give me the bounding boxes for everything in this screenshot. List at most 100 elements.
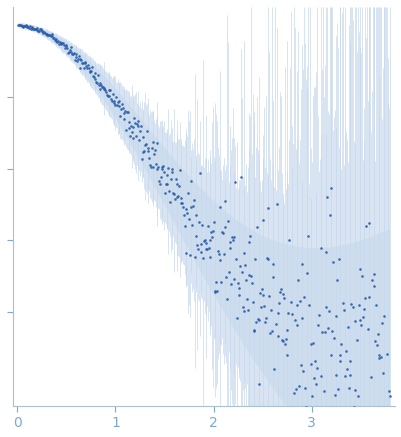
Point <box>366 425 373 432</box>
Point <box>213 278 219 285</box>
Point <box>150 138 156 145</box>
Point <box>288 434 294 437</box>
Point <box>197 249 203 256</box>
Point <box>227 280 234 287</box>
Point <box>374 331 380 338</box>
Point <box>233 315 239 322</box>
Point <box>329 258 335 265</box>
Point <box>204 222 211 229</box>
Point <box>159 166 165 173</box>
Point <box>276 288 283 295</box>
Point <box>255 380 261 387</box>
Point <box>256 289 263 296</box>
Point <box>251 326 257 333</box>
Point <box>107 96 114 103</box>
Point <box>78 57 84 64</box>
Point <box>42 30 48 37</box>
Point <box>265 256 271 263</box>
Point <box>196 170 203 177</box>
Point <box>351 387 358 394</box>
Point <box>59 39 65 46</box>
Point <box>175 182 182 189</box>
Point <box>275 300 282 307</box>
Point <box>264 205 270 212</box>
Point <box>146 161 153 168</box>
Point <box>15 21 22 28</box>
Point <box>28 26 34 33</box>
Point <box>356 265 363 272</box>
Point <box>373 341 379 348</box>
Point <box>332 312 338 319</box>
Point <box>149 163 155 170</box>
Point <box>364 326 370 333</box>
Point <box>192 232 198 239</box>
Point <box>290 416 296 423</box>
Point <box>281 341 288 348</box>
Point <box>160 169 167 176</box>
Point <box>315 312 321 319</box>
Point <box>176 166 182 173</box>
Point <box>66 46 73 53</box>
Point <box>72 50 79 57</box>
Point <box>295 382 302 389</box>
Point <box>240 250 246 257</box>
Point <box>216 204 222 211</box>
Point <box>243 295 249 302</box>
Point <box>370 271 377 277</box>
Point <box>92 76 98 83</box>
Point <box>165 165 171 172</box>
Point <box>71 57 78 64</box>
Point <box>363 409 369 416</box>
Point <box>292 385 298 392</box>
Point <box>96 80 103 87</box>
Point <box>220 250 227 257</box>
Point <box>125 125 132 132</box>
Point <box>132 120 138 127</box>
Point <box>128 129 135 136</box>
Point <box>205 245 211 252</box>
Point <box>75 55 81 62</box>
Point <box>36 26 43 33</box>
Point <box>202 246 208 253</box>
Point <box>263 254 269 261</box>
Point <box>236 292 242 299</box>
Point <box>200 238 207 245</box>
Point <box>114 99 121 106</box>
Point <box>113 101 120 108</box>
Point <box>178 195 184 202</box>
Point <box>313 365 320 372</box>
Point <box>350 403 356 410</box>
Point <box>153 139 160 146</box>
Point <box>365 293 372 300</box>
Point <box>199 255 206 262</box>
Point <box>327 351 334 358</box>
Point <box>223 273 229 280</box>
Point <box>85 62 91 69</box>
Point <box>266 329 273 336</box>
Point <box>19 23 26 30</box>
Point <box>207 236 213 243</box>
Point <box>312 424 318 431</box>
Point <box>52 36 59 43</box>
Point <box>217 278 224 285</box>
Point <box>349 304 355 311</box>
Point <box>181 222 188 229</box>
Point <box>56 40 62 47</box>
Point <box>20 22 26 29</box>
Point <box>369 283 376 290</box>
Point <box>57 38 63 45</box>
Point <box>79 60 85 67</box>
Point <box>270 365 277 372</box>
Point <box>170 191 177 198</box>
Point <box>95 81 102 88</box>
Point <box>91 70 97 77</box>
Point <box>346 357 353 364</box>
Point <box>309 340 316 347</box>
Point <box>210 218 217 225</box>
Point <box>284 309 291 316</box>
Point <box>65 49 72 55</box>
Point <box>191 254 197 261</box>
Point <box>74 57 80 64</box>
Point <box>70 50 76 57</box>
Point <box>183 206 189 213</box>
